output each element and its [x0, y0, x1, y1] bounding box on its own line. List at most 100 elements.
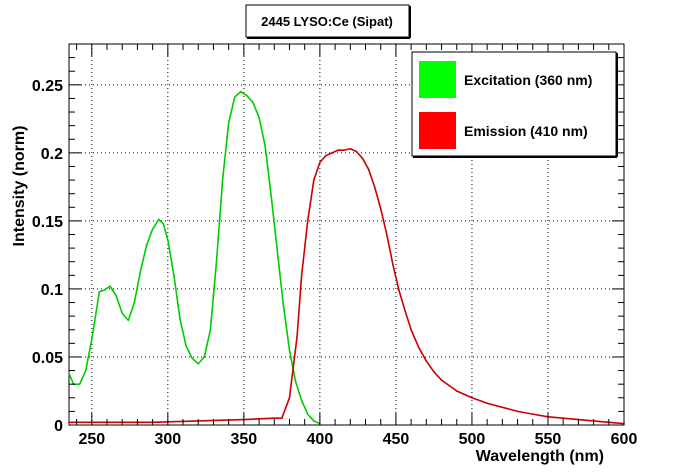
- series-1-point: [68, 421, 70, 424]
- y-axis-title: Intensity (norm): [11, 126, 28, 247]
- x-tick-label: 500: [459, 431, 486, 448]
- series-0-point: [197, 362, 200, 365]
- series-0-point: [209, 328, 212, 331]
- series-1-point: [355, 150, 358, 153]
- series-1-point: [313, 179, 315, 181]
- series-0-point: [162, 222, 165, 225]
- series-0-point: [294, 380, 297, 383]
- series-0-point: [282, 304, 285, 307]
- legend-label-excitation: Excitation (360 nm): [464, 72, 592, 88]
- series-1-point: [319, 161, 321, 164]
- series-1-point: [398, 289, 400, 292]
- series-1-point: [349, 147, 352, 150]
- series-0-point: [139, 270, 142, 273]
- series-1-point: [300, 274, 303, 277]
- series-0-point: [145, 244, 148, 247]
- series-1-point: [433, 371, 435, 373]
- series-0-point: [252, 101, 254, 104]
- x-tick-label: 550: [535, 431, 562, 448]
- y-tick-label: 0.25: [32, 78, 63, 95]
- series-0-point: [133, 301, 136, 304]
- series-1-point: [440, 379, 443, 381]
- series-1-point: [373, 186, 376, 188]
- series-1-point: [562, 417, 564, 419]
- series-1-point: [392, 263, 394, 266]
- x-tick-label: 350: [231, 431, 258, 448]
- series-0-point: [313, 420, 315, 422]
- axes: 250 300 350 400 450 500 550 600 0 0.05 0.1 0.15 0.2 0…: [32, 44, 638, 448]
- series-0-point: [103, 289, 105, 292]
- series-1-point: [417, 346, 420, 349]
- legend-swatch-emission: [419, 112, 456, 149]
- series-1-point: [367, 168, 370, 170]
- series-0-point: [185, 345, 187, 347]
- series-0-point: [288, 349, 291, 351]
- series-1-point: [404, 309, 406, 312]
- series-0-point: [240, 90, 242, 93]
- series-0-point: [233, 96, 236, 98]
- series-1-point: [296, 335, 298, 338]
- series-1-point: [471, 396, 473, 399]
- series-1-point: [531, 413, 534, 415]
- y-tick-label: 0: [54, 418, 63, 435]
- series-1-point: [385, 233, 388, 236]
- series-1-point: [410, 328, 412, 331]
- series-0-point: [306, 413, 309, 415]
- legend: Excitation (360 nm) Emission (410 nm): [411, 51, 618, 158]
- chart-title-box: 2445 LYSO:Ce (Sipat): [245, 4, 411, 39]
- series-line-1: [69, 147, 625, 425]
- series-0-point: [157, 218, 160, 221]
- series-0-point: [167, 239, 169, 241]
- series-0-point: [115, 294, 117, 297]
- series-1-point: [337, 149, 339, 151]
- series-0-point: [227, 122, 230, 124]
- series-0-point: [264, 145, 266, 147]
- series-0-point: [98, 290, 101, 293]
- series-1-point: [306, 220, 309, 222]
- series-0-point: [173, 274, 175, 277]
- series-0-point: [151, 228, 154, 230]
- x-tick-label: 450: [383, 431, 410, 448]
- x-axis-title: Wavelength (nm): [476, 448, 604, 465]
- y-tick-label: 0.2: [41, 146, 63, 163]
- series-0-point: [121, 312, 124, 315]
- series-0-point: [203, 356, 206, 358]
- series-0-point: [127, 319, 130, 322]
- series-0-point: [78, 383, 81, 385]
- chart-title: 2445 LYSO:Ce (Sipat): [261, 14, 393, 29]
- series-1-point: [361, 157, 364, 160]
- y-tick-label: 0.1: [41, 282, 63, 299]
- series-1-point: [343, 149, 346, 151]
- series-1-point: [379, 207, 382, 210]
- series-1-point: [516, 410, 519, 413]
- series-0-point: [91, 338, 93, 341]
- series-1-point: [501, 406, 504, 409]
- series-0-point: [221, 179, 224, 181]
- series-1-point: [273, 417, 276, 419]
- y-tick-label: 0.05: [32, 350, 63, 367]
- series-1-point: [325, 154, 327, 157]
- grid: [69, 44, 625, 425]
- series-0-point: [179, 318, 181, 320]
- series-0-point: [215, 260, 218, 263]
- series-1-point: [288, 396, 291, 399]
- series-0-point: [258, 116, 260, 119]
- x-tick-label: 250: [78, 431, 105, 448]
- series-0-point: [300, 399, 303, 402]
- series-1-point: [425, 360, 428, 362]
- series-0-point: [68, 372, 70, 375]
- series-1-point: [455, 390, 458, 392]
- series-0-point: [109, 285, 111, 288]
- series-0-point: [84, 369, 87, 372]
- series-1-point: [281, 417, 283, 419]
- series-1-point: [331, 152, 333, 154]
- x-tick-label: 600: [611, 431, 638, 448]
- legend-label-emission: Emission (410 nm): [464, 123, 588, 139]
- series-0-point: [270, 195, 273, 198]
- series-0-point: [276, 250, 279, 252]
- legend-swatch-excitation: [419, 61, 456, 98]
- x-tick-label: 300: [154, 431, 181, 448]
- x-tick-label: 400: [307, 431, 334, 448]
- series-1-point: [486, 402, 488, 405]
